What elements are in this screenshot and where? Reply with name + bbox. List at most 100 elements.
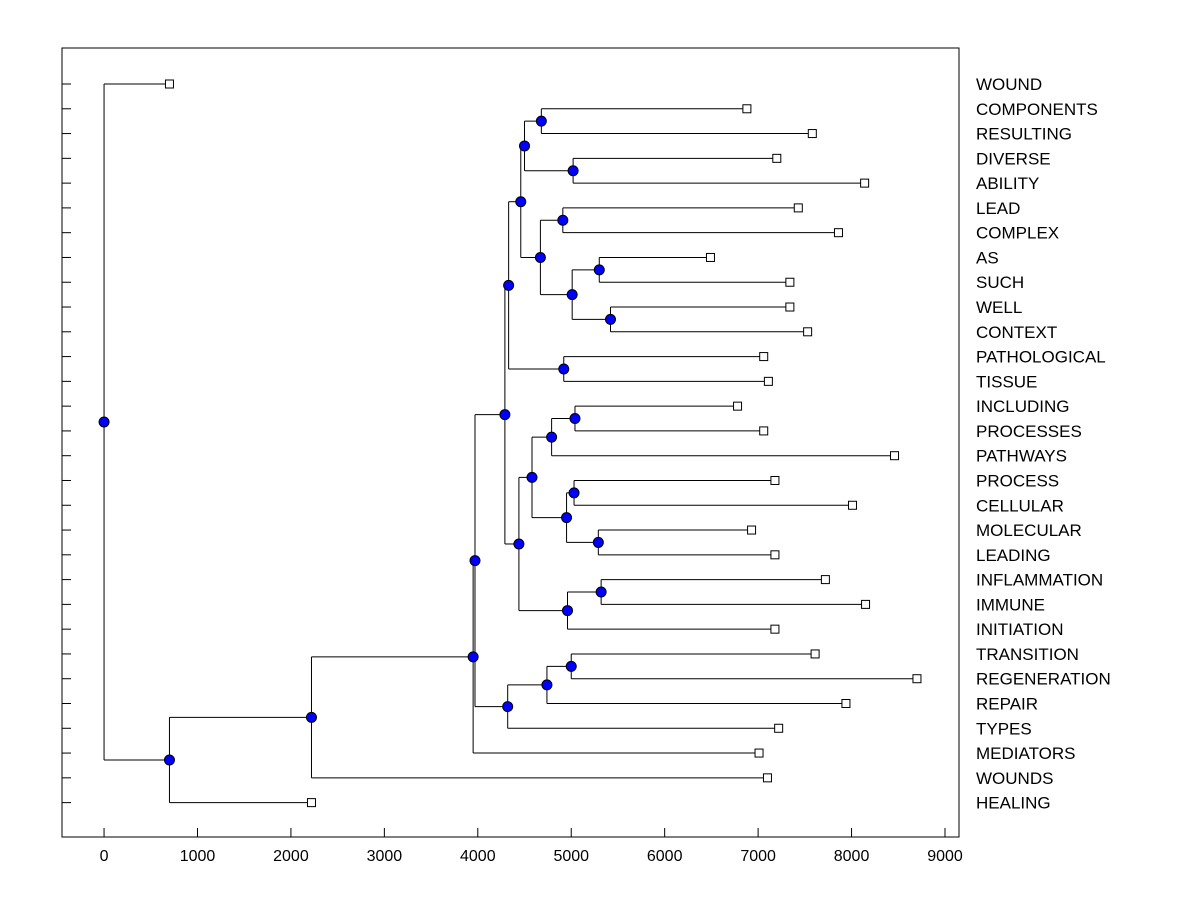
leaf-marker-context	[803, 327, 813, 337]
leaf-marker-leading	[770, 550, 780, 560]
leaf-label-cellular: CELLULAR	[976, 496, 1064, 515]
leaf-marker-well	[785, 302, 795, 312]
leaf-label-process: PROCESS	[976, 471, 1059, 490]
leaf-marker-resulting	[807, 129, 817, 139]
leaf-label-initiation: INITIATION	[976, 620, 1064, 639]
leaf-label-tissue: TISSUE	[976, 372, 1037, 391]
merge-node-n13	[546, 431, 558, 443]
leaf-marker-repair	[841, 699, 851, 708]
x-tick-label-5000: 5000	[553, 848, 589, 865]
leaf-label-wound: WOUND	[976, 75, 1042, 94]
leaf-label-ability: ABILITY	[976, 174, 1039, 193]
merge-node-n8	[534, 251, 546, 263]
merge-nodes	[98, 115, 616, 766]
merge-node-n2	[567, 165, 579, 177]
leaf-marker-ability	[860, 178, 870, 188]
leaf-marker-tissue	[763, 376, 773, 386]
leaf-label-regeneration: REGENERATION	[976, 670, 1111, 689]
leaf-marker-complex	[833, 228, 843, 238]
leaf-marker-mediators	[754, 748, 764, 758]
leaf-label-components: COMPONENTS	[976, 100, 1098, 119]
merge-node-n27	[305, 711, 317, 723]
merge-node-n10	[558, 363, 570, 375]
leaf-markers	[164, 79, 922, 808]
merge-node-n24	[502, 701, 514, 713]
leaf-marker-wounds	[762, 773, 772, 783]
leaf-marker-as	[705, 252, 715, 262]
leaf-label-types: TYPES	[976, 719, 1032, 738]
x-tick-label-6000: 6000	[647, 848, 683, 865]
leaf-label-pathways: PATHWAYS	[976, 447, 1067, 466]
merge-node-n29	[98, 416, 110, 428]
merge-node-n16	[561, 512, 573, 524]
merge-node-n7	[566, 289, 578, 301]
merge-node-n21	[499, 409, 511, 421]
leaf-label-processes: PROCESSES	[976, 422, 1082, 441]
leaf-label-resulting: RESULTING	[976, 125, 1072, 144]
leaf-label-context: CONTEXT	[976, 323, 1057, 342]
merge-node-n26	[467, 651, 479, 663]
merge-node-n25	[469, 555, 481, 567]
merge-node-n28	[163, 754, 175, 766]
leaf-label-including: INCLUDING	[976, 397, 1070, 416]
leaf-label-diverse: DIVERSE	[976, 149, 1051, 168]
merge-node-n19	[561, 605, 573, 617]
x-axis: 0 1000 2000 3000 4000 5000 6000 7000 8000 9000	[100, 828, 963, 865]
x-tick-label-9000: 9000	[927, 848, 963, 865]
leaf-label-well: WELL	[976, 298, 1022, 317]
merge-node-n20	[513, 538, 525, 550]
merge-node-n22	[565, 660, 577, 672]
leaf-marker-components	[742, 104, 752, 114]
leaf-label-lead: LEAD	[976, 199, 1020, 218]
leaf-marker-pathological	[759, 352, 769, 362]
x-tick-label-1000: 1000	[180, 848, 216, 865]
leaf-marker-regeneration	[912, 674, 922, 684]
leaf-marker-inflammation	[820, 575, 830, 585]
leaf-marker-diverse	[772, 153, 782, 163]
merge-node-n18	[595, 586, 607, 598]
leaf-label-leading: LEADING	[976, 546, 1051, 565]
leaf-label-transition: TRANSITION	[976, 645, 1079, 664]
x-tick-label-4000: 4000	[460, 848, 496, 865]
leaf-marker-wound	[164, 79, 174, 89]
merge-node-n17	[526, 471, 538, 483]
leaf-label-molecular: MOLECULAR	[976, 521, 1082, 540]
leaf-labels: WOUND COMPONENTS RESULTING DIVERSE ABILITY LE…	[976, 75, 1111, 813]
leaf-label-wounds: WOUNDS	[976, 769, 1053, 788]
merge-node-n14	[568, 487, 580, 499]
merge-node-n3	[519, 140, 531, 152]
merge-node-n4	[557, 214, 569, 226]
leaf-marker-lead	[793, 203, 803, 213]
leaf-label-complex: COMPLEX	[976, 224, 1059, 243]
merge-node-n12	[569, 413, 581, 425]
leaf-label-such: SUCH	[976, 273, 1024, 292]
leaf-marker-initiation	[770, 624, 780, 634]
leaf-marker-molecular	[747, 525, 757, 535]
leaf-marker-immune	[861, 599, 871, 609]
x-tick-label-0: 0	[100, 848, 109, 865]
leaf-label-pathological: PATHOLOGICAL	[976, 348, 1106, 367]
y-axis-ticks	[62, 83, 71, 804]
x-tick-label-7000: 7000	[740, 848, 776, 865]
x-tick-label-2000: 2000	[273, 848, 309, 865]
leaf-marker-types	[774, 723, 784, 733]
leaf-marker-cellular	[847, 500, 857, 510]
leaf-marker-including	[733, 401, 743, 411]
leaf-label-mediators: MEDIATORS	[976, 744, 1076, 763]
merge-node-n23	[541, 679, 553, 691]
leaf-marker-transition	[810, 649, 820, 659]
leaf-marker-processes	[759, 426, 769, 436]
leaf-label-inflammation: INFLAMMATION	[976, 571, 1103, 590]
leaf-marker-healing	[306, 798, 316, 808]
leaf-marker-pathways	[890, 451, 900, 461]
leaf-marker-such	[785, 277, 795, 287]
merge-node-n15	[592, 536, 604, 548]
merge-node-n9	[515, 196, 527, 208]
leaf-label-immune: IMMUNE	[976, 595, 1045, 614]
leaf-label-repair: REPAIR	[976, 695, 1038, 714]
leaf-marker-process	[770, 475, 780, 485]
merge-node-n6	[604, 313, 616, 325]
leaf-label-as: AS	[976, 248, 999, 267]
merge-node-n5	[593, 264, 605, 276]
